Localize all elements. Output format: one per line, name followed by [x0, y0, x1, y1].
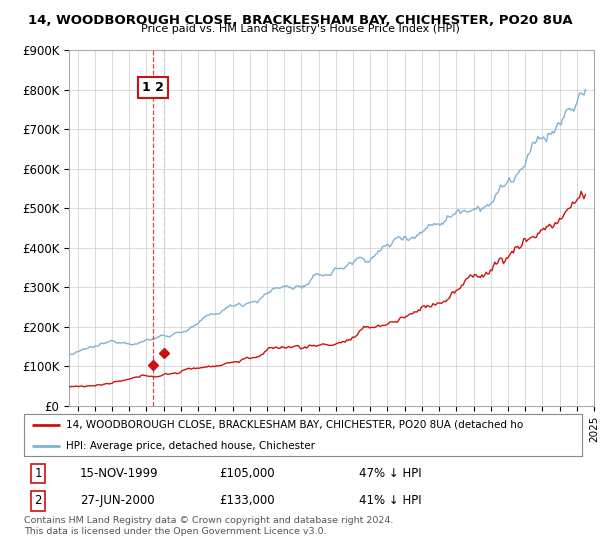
Text: 41% ↓ HPI: 41% ↓ HPI	[359, 494, 421, 507]
Text: Price paid vs. HM Land Registry's House Price Index (HPI): Price paid vs. HM Land Registry's House …	[140, 24, 460, 34]
Text: 1: 1	[34, 467, 42, 480]
Text: HPI: Average price, detached house, Chichester: HPI: Average price, detached house, Chic…	[66, 441, 315, 451]
Text: 1 2: 1 2	[142, 81, 164, 94]
Text: £105,000: £105,000	[220, 467, 275, 480]
Text: 14, WOODBOROUGH CLOSE, BRACKLESHAM BAY, CHICHESTER, PO20 8UA (detached ho: 14, WOODBOROUGH CLOSE, BRACKLESHAM BAY, …	[66, 420, 523, 430]
Text: 2: 2	[34, 494, 42, 507]
Text: £133,000: £133,000	[220, 494, 275, 507]
Text: 27-JUN-2000: 27-JUN-2000	[80, 494, 154, 507]
Text: Contains HM Land Registry data © Crown copyright and database right 2024.
This d: Contains HM Land Registry data © Crown c…	[24, 516, 394, 536]
Text: 15-NOV-1999: 15-NOV-1999	[80, 467, 158, 480]
Text: 14, WOODBOROUGH CLOSE, BRACKLESHAM BAY, CHICHESTER, PO20 8UA: 14, WOODBOROUGH CLOSE, BRACKLESHAM BAY, …	[28, 14, 572, 27]
Text: 47% ↓ HPI: 47% ↓ HPI	[359, 467, 421, 480]
